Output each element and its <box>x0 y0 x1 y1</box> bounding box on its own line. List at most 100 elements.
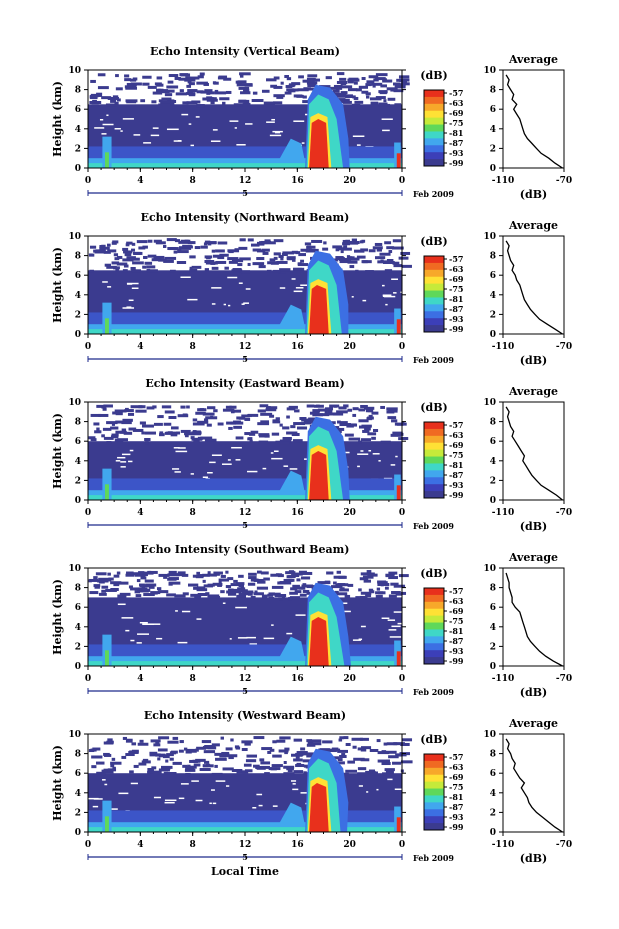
noise-speck <box>179 89 184 93</box>
noise-speck <box>293 572 303 576</box>
gap-speck <box>229 120 239 122</box>
noise-speck <box>98 413 109 417</box>
noise-speck <box>296 578 301 582</box>
noise-speck <box>280 81 284 85</box>
x-tick-label: 20 <box>343 342 356 352</box>
noise-speck <box>258 440 269 444</box>
noise-speck <box>163 575 168 579</box>
noise-speck <box>170 99 175 103</box>
noise-speck <box>273 94 285 98</box>
noise-speck <box>141 431 145 435</box>
noise-speck <box>142 571 154 575</box>
noise-speck <box>178 77 189 81</box>
noise-speck <box>91 104 99 108</box>
panel-title: Echo Intensity (Eastward Beam) <box>145 377 344 390</box>
noise-speck <box>115 74 119 78</box>
noise-speck <box>96 93 102 97</box>
noise-speck <box>247 262 251 266</box>
noise-speck <box>384 768 395 772</box>
profile-title: Average <box>508 219 558 232</box>
noise-speck <box>167 80 174 84</box>
noise-speck <box>360 758 370 762</box>
noise-speck <box>230 738 234 742</box>
noise-speck <box>386 246 395 250</box>
noise-speck <box>122 269 128 273</box>
heatmap-field <box>88 238 412 334</box>
panel-title: Echo Intensity (Westward Beam) <box>144 709 346 722</box>
noise-speck <box>212 582 223 586</box>
gap-speck <box>172 468 180 470</box>
noise-speck <box>142 588 151 592</box>
gap-speck <box>175 450 188 453</box>
gap-speck <box>137 633 150 635</box>
noise-speck <box>290 425 296 429</box>
colorbar-swatch <box>424 594 444 603</box>
gap-speck <box>114 128 121 130</box>
noise-speck <box>144 431 156 435</box>
noise-speck <box>230 583 240 587</box>
noise-speck <box>156 76 163 80</box>
noise-speck <box>270 84 278 88</box>
noise-speck <box>107 243 111 247</box>
gap-speck <box>286 632 293 635</box>
noise-speck <box>339 754 347 758</box>
y-tick-label: 4 <box>75 457 81 467</box>
colorbar-tick-label: -75 <box>449 782 463 792</box>
y-tick-label: 2 <box>75 144 81 154</box>
noise-speck <box>333 84 343 88</box>
noise-speck <box>358 588 362 592</box>
profile-x-tick-label: -70 <box>556 176 572 186</box>
noise-speck <box>122 736 128 740</box>
noise-speck <box>338 738 343 742</box>
noise-speck <box>226 421 235 425</box>
noise-speck <box>168 581 181 585</box>
noise-speck <box>208 595 221 599</box>
noise-speck <box>246 754 258 758</box>
noise-speck <box>136 579 141 583</box>
y-tick-label: 10 <box>68 398 81 408</box>
noise-speck <box>351 238 358 242</box>
noise-speck <box>184 434 189 438</box>
noise-speck <box>196 571 201 575</box>
noise-speck <box>385 770 394 774</box>
noise-speck <box>372 84 376 88</box>
noise-speck <box>110 581 122 585</box>
noise-speck <box>342 242 351 246</box>
noise-speck <box>252 248 262 252</box>
colorbar-tick-label: -57 <box>449 586 463 596</box>
gap-speck <box>238 282 243 284</box>
noise-speck <box>366 570 372 574</box>
profile-y-tick-label: 4 <box>490 125 496 135</box>
gap-speck <box>357 453 369 455</box>
noise-speck <box>363 579 372 583</box>
colorbar-swatch <box>424 110 444 119</box>
gap-speck <box>223 303 227 306</box>
noise-speck <box>388 409 398 413</box>
colorbar-swatch <box>424 588 444 596</box>
noise-speck <box>236 594 247 598</box>
noise-speck <box>222 408 235 412</box>
panel-title: Echo Intensity (Southward Beam) <box>141 543 350 556</box>
noise-speck <box>209 241 217 245</box>
y-tick-label: 10 <box>68 564 81 574</box>
colorbar-tick-label: -99 <box>449 656 464 666</box>
noise-speck <box>166 85 179 89</box>
noise-speck <box>296 426 308 430</box>
y-tick-label: 0 <box>75 828 81 838</box>
noise-speck <box>102 770 114 774</box>
noise-speck <box>234 745 240 749</box>
noise-speck <box>354 249 365 253</box>
noise-speck <box>333 92 346 96</box>
noise-speck <box>253 736 265 740</box>
noise-speck <box>299 593 307 597</box>
gap-speck <box>150 134 160 137</box>
noise-speck <box>163 259 174 263</box>
gap-speck <box>301 142 305 144</box>
noise-speck <box>149 753 161 757</box>
colorbar-swatch <box>424 809 444 817</box>
gap-speck <box>235 606 247 609</box>
noise-speck <box>392 239 402 243</box>
noise-speck <box>278 597 284 601</box>
colorbar-tick-label: -81 <box>449 626 463 636</box>
noise-speck <box>157 415 164 419</box>
